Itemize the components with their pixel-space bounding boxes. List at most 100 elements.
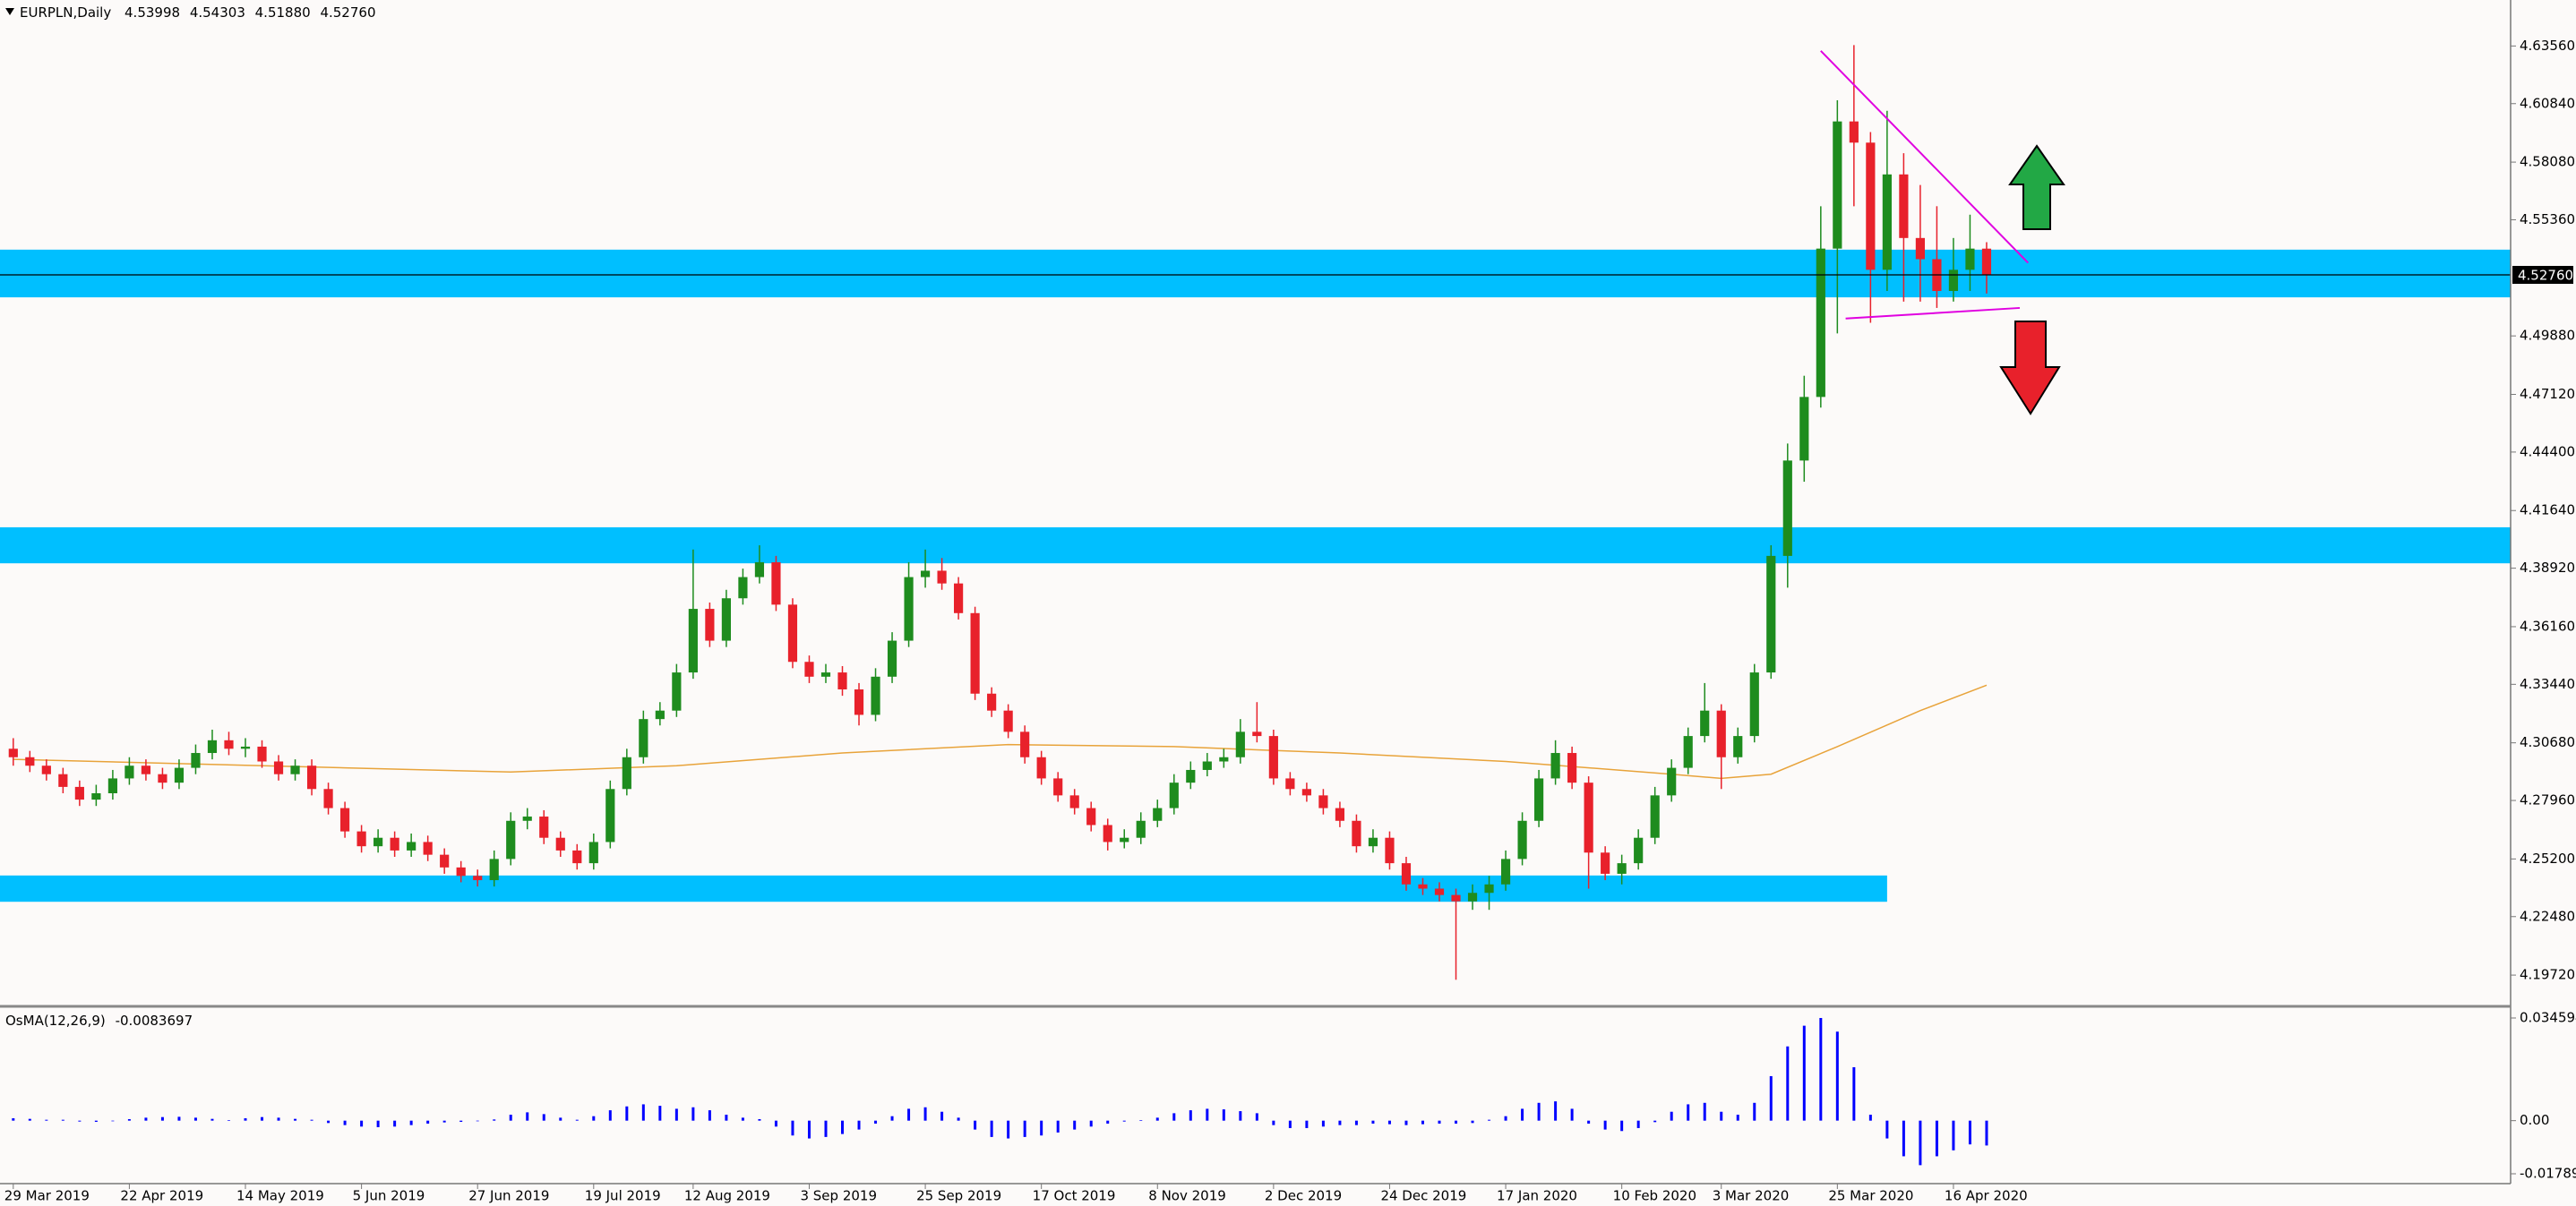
candle-body (1650, 795, 1660, 838)
candle-body (1733, 736, 1743, 757)
close-label: 4.52760 (320, 4, 375, 21)
candle-body (1136, 820, 1146, 838)
indicator-title: OsMA(12,26,9) (5, 1013, 106, 1029)
candle-body (1683, 736, 1693, 768)
candle-body (273, 761, 284, 774)
candle-body (937, 570, 947, 584)
candle-body (1268, 736, 1278, 779)
candle-body (207, 740, 218, 754)
candle-body (1782, 460, 1792, 556)
time-tick-label: 3 Mar 2020 (1713, 1188, 1790, 1204)
candle-body (820, 672, 831, 677)
candle-body (456, 867, 466, 877)
candle-body (323, 789, 333, 808)
candle-body (622, 757, 631, 790)
candle-body (1467, 893, 1478, 902)
candle-body (158, 774, 167, 783)
candle-body (705, 609, 715, 641)
price-tick-label: 4.44400 (2520, 443, 2575, 459)
low-label: 4.51880 (255, 4, 311, 21)
candle-body (688, 609, 698, 673)
price-tick-label: 4.55360 (2520, 211, 2575, 227)
candle-body (987, 693, 997, 711)
price-tick-label: 4.25200 (2520, 851, 2575, 867)
candle-body (74, 786, 84, 800)
candle-body (191, 753, 201, 768)
time-tick-label: 5 Jun 2019 (353, 1188, 425, 1204)
candle-body (125, 766, 134, 779)
price-tick-label: 4.63560 (2520, 38, 2575, 54)
price-tick-label: 4.36160 (2520, 618, 2575, 634)
time-tick-label: 19 Jul 2019 (585, 1188, 661, 1204)
candle-body (1252, 731, 1262, 737)
candle-body (1766, 555, 1776, 673)
candle-body (306, 766, 317, 790)
indicator-header: OsMA(12,26,9) -0.0083697 (5, 1013, 193, 1029)
candle-body (473, 876, 483, 881)
candle-body (1235, 731, 1245, 757)
time-tick-label: 12 Aug 2019 (684, 1188, 770, 1204)
candle-body (506, 820, 516, 860)
candle-body (1103, 825, 1112, 842)
candle-body (339, 808, 350, 832)
price-tick-label: 4.19720 (2520, 967, 2575, 983)
candle-body (58, 774, 68, 787)
time-tick-label: 25 Sep 2019 (916, 1188, 1001, 1204)
down-arrow (1999, 321, 2061, 415)
time-tick-label: 29 Mar 2019 (4, 1188, 90, 1204)
candle-body (1484, 884, 1494, 894)
time-tick-label: 22 Apr 2019 (120, 1188, 203, 1204)
candle-body (1368, 837, 1378, 847)
candle-body (787, 604, 798, 663)
candle-body (1533, 778, 1544, 821)
candle-body (1667, 767, 1677, 796)
symbol-menu-icon[interactable] (5, 8, 14, 15)
high-label: 4.54303 (190, 4, 245, 21)
candle-body (1948, 269, 1959, 292)
candle-body (1335, 808, 1345, 821)
candle-body (8, 748, 18, 757)
time-tick-label: 17 Oct 2019 (1033, 1188, 1116, 1204)
price-tick-label: 4.49880 (2520, 328, 2575, 344)
up-arrow (2008, 144, 2065, 230)
current-price-label: 4.52760 (2518, 268, 2573, 284)
time-tick-label: 8 Nov 2019 (1148, 1188, 1226, 1204)
candle-body (1153, 808, 1163, 821)
candle-body (423, 842, 433, 855)
candle-body (107, 778, 117, 794)
trendline (1845, 306, 2021, 320)
time-tick-label: 25 Mar 2020 (1828, 1188, 1913, 1204)
osma-tick-label: 0.0345947 (2520, 1010, 2576, 1026)
candle-body (1601, 852, 1610, 874)
candle-body (1500, 859, 1511, 885)
candle-body (1749, 672, 1759, 737)
candle-body (1882, 174, 1892, 270)
candle-body (91, 793, 101, 800)
candle-body (1833, 121, 1842, 249)
price-tick-label: 4.41640 (2520, 502, 2575, 518)
candle-body (374, 837, 383, 847)
candle-body (1816, 248, 1825, 398)
candle-body (1318, 795, 1328, 808)
price-tick-label: 4.58080 (2520, 154, 2575, 170)
candle-body (1069, 795, 1079, 808)
candle-body (1700, 710, 1710, 737)
candle-body (1451, 894, 1461, 902)
candle-body (804, 662, 814, 677)
support-resistance-zone (0, 875, 1887, 902)
candle-body (1634, 837, 1644, 864)
candle-body (1202, 761, 1212, 770)
candle-body (1584, 783, 1593, 853)
candle-body (738, 577, 748, 599)
candle-body (257, 746, 267, 762)
candle-body (390, 837, 399, 851)
price-tick-label: 4.60840 (2520, 95, 2575, 111)
candle-body (1434, 888, 1445, 895)
price-tick-label: 4.38920 (2520, 560, 2575, 576)
candle-body (1866, 142, 1876, 270)
candle-body (1020, 731, 1030, 757)
candle-body (1899, 174, 1909, 238)
candle-body (837, 672, 847, 690)
